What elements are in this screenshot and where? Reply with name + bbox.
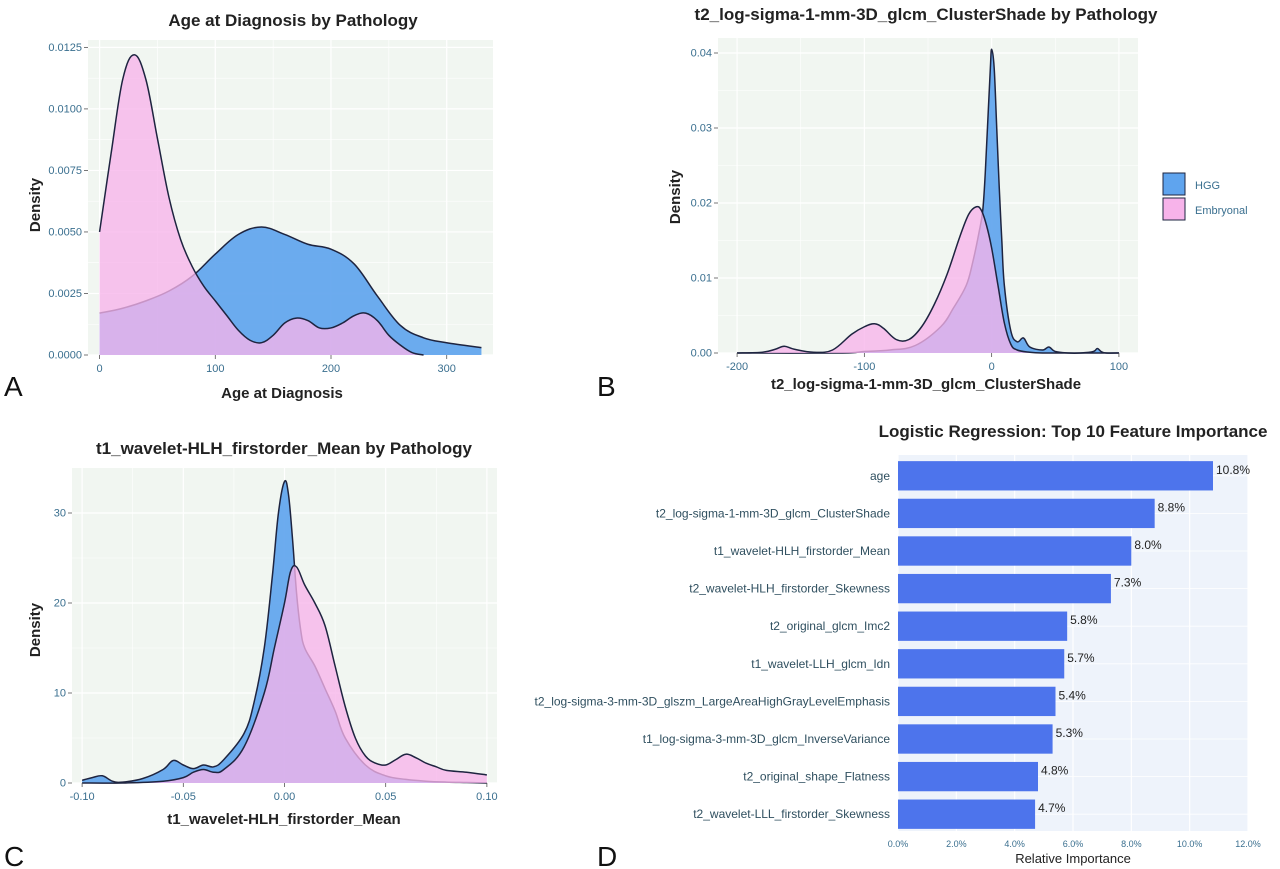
y-tick-label: 0.0025 bbox=[48, 288, 82, 300]
legend-label-hgg: HGG bbox=[1195, 180, 1220, 192]
category-label: t1_log-sigma-3-mm-3D_glcm_InverseVarianc… bbox=[643, 732, 891, 746]
category-label: t2_original_shape_Flatness bbox=[743, 770, 890, 784]
category-label: t2_original_glcm_Imc2 bbox=[770, 619, 890, 633]
x-tick-label: 10.0% bbox=[1177, 839, 1203, 849]
density-area-embryonal bbox=[82, 565, 487, 784]
density-line-embryonal bbox=[98, 54, 424, 356]
legend-swatch-embryonal bbox=[1162, 197, 1186, 221]
x-tick-label: -100 bbox=[853, 361, 875, 373]
bar bbox=[898, 799, 1036, 829]
x-tick-label: 8.0% bbox=[1121, 839, 1142, 849]
category-label: t2_wavelet-LLL_firstorder_Skewness bbox=[693, 807, 890, 821]
panel-letter-d: D bbox=[597, 841, 617, 869]
x-tick-label: 0 bbox=[989, 361, 995, 373]
y-tick-label: 0.01 bbox=[691, 273, 712, 285]
bar-value-label: 5.7% bbox=[1067, 651, 1095, 665]
x-tick-label: 200 bbox=[322, 363, 340, 375]
category-label: t1_wavelet-HLH_firstorder_Mean bbox=[714, 544, 890, 558]
category-label: t2_log-sigma-3-mm-3D_glszm_LargeAreaHigh… bbox=[535, 694, 890, 708]
bar-value-label: 4.8% bbox=[1041, 764, 1069, 778]
x-tick-label: 4.0% bbox=[1004, 839, 1025, 849]
bar-chart-feature-importance: Logistic Regression: Top 10 Feature Impo… bbox=[535, 422, 1268, 866]
y-tick-label: 20 bbox=[54, 598, 66, 610]
x-tick-label: -0.10 bbox=[70, 791, 95, 803]
legend-label-embryonal: Embryonal bbox=[1195, 205, 1248, 217]
x-axis-title: t1_wavelet-HLH_firstorder_Mean bbox=[167, 811, 400, 828]
x-tick-label: 6.0% bbox=[1063, 839, 1084, 849]
category-label: age bbox=[870, 469, 890, 483]
panel-letter-a: A bbox=[4, 371, 23, 402]
bar bbox=[898, 761, 1038, 792]
y-tick-label: 0.0100 bbox=[48, 103, 82, 115]
bar-value-label: 5.8% bbox=[1070, 613, 1098, 627]
category-label: t1_wavelet-LLH_glcm_Idn bbox=[751, 657, 890, 671]
bar-value-label: 5.3% bbox=[1056, 726, 1084, 740]
bar bbox=[898, 649, 1065, 679]
x-tick-label: 0.05 bbox=[375, 791, 396, 803]
chart-title: t2_log-sigma-1-mm-3D_glcm_ClusterShade b… bbox=[695, 5, 1158, 24]
bar bbox=[898, 573, 1111, 604]
y-tick-label: 0.0125 bbox=[48, 42, 82, 54]
panel-letter-b: B bbox=[597, 371, 616, 402]
x-tick-label: 0 bbox=[97, 363, 103, 375]
x-axis-title: t2_log-sigma-1-mm-3D_glcm_ClusterShade bbox=[771, 376, 1081, 393]
x-tick-label: 12.0% bbox=[1235, 839, 1261, 849]
x-tick-label: 2.0% bbox=[946, 839, 967, 849]
y-axis-title: Density bbox=[667, 169, 684, 224]
legend-swatch-hgg bbox=[1162, 172, 1186, 196]
x-tick-label: 0.0% bbox=[888, 839, 909, 849]
density-line-embryonal bbox=[82, 564, 487, 784]
category-label: t2_log-sigma-1-mm-3D_glcm_ClusterShade bbox=[656, 506, 890, 520]
bar-value-label: 7.3% bbox=[1114, 576, 1142, 590]
density-area-embryonal bbox=[737, 206, 1119, 354]
y-tick-label: 0.0000 bbox=[48, 350, 82, 362]
panel-letter-c: C bbox=[4, 841, 24, 869]
y-tick-label: 10 bbox=[54, 688, 66, 700]
bar-value-label: 5.4% bbox=[1059, 688, 1087, 702]
y-tick-label: 0.00 bbox=[691, 348, 712, 360]
bar bbox=[898, 461, 1213, 491]
bar bbox=[898, 536, 1132, 566]
y-tick-label: 0.0050 bbox=[48, 226, 82, 238]
chart-title: t1_wavelet-HLH_firstorder_Mean by Pathol… bbox=[96, 439, 473, 458]
density-chart-clustershade: t2_log-sigma-1-mm-3D_glcm_ClusterShade b… bbox=[667, 5, 1158, 393]
bar-value-label: 10.8% bbox=[1216, 463, 1250, 477]
chart-title: Age at Diagnosis by Pathology bbox=[168, 11, 418, 30]
x-tick-label: 100 bbox=[206, 363, 224, 375]
bar bbox=[898, 611, 1068, 641]
density-chart-wavelet-mean: t1_wavelet-HLH_firstorder_Mean by Pathol… bbox=[27, 439, 498, 828]
bar bbox=[898, 724, 1053, 754]
x-tick-label: 0.00 bbox=[274, 791, 295, 803]
y-axis-title: Density bbox=[27, 177, 44, 232]
bar bbox=[898, 498, 1155, 529]
x-tick-label: 300 bbox=[438, 363, 456, 375]
bar-value-label: 8.8% bbox=[1158, 500, 1186, 514]
y-tick-label: 30 bbox=[54, 508, 66, 520]
x-tick-label: 100 bbox=[1110, 361, 1128, 373]
density-chart-age: Age at Diagnosis by Pathology 0 100 200 300… bbox=[27, 11, 493, 402]
density-area-embryonal bbox=[99, 54, 424, 356]
bar-value-label: 8.0% bbox=[1134, 538, 1162, 552]
bar bbox=[898, 686, 1056, 717]
y-tick-label: 0.03 bbox=[691, 123, 712, 135]
x-axis-title: Age at Diagnosis bbox=[221, 385, 343, 402]
y-tick-label: 0.02 bbox=[691, 198, 712, 210]
density-line-embryonal bbox=[737, 205, 1119, 354]
y-axis-title: Density bbox=[27, 602, 44, 657]
chart-title: Logistic Regression: Top 10 Feature Impo… bbox=[879, 422, 1268, 441]
x-tick-label: 0.10 bbox=[476, 791, 497, 803]
y-tick-label: 0 bbox=[60, 778, 66, 790]
category-label: t2_wavelet-HLH_firstorder_Skewness bbox=[689, 582, 890, 596]
x-tick-label: -0.05 bbox=[171, 791, 196, 803]
legend: HGG Embryonal bbox=[1162, 172, 1248, 221]
x-tick-label: -200 bbox=[726, 361, 748, 373]
y-tick-label: 0.0075 bbox=[48, 165, 82, 177]
y-tick-label: 0.04 bbox=[691, 48, 712, 60]
x-axis-title: Relative Importance bbox=[1015, 851, 1131, 866]
bar-value-label: 4.7% bbox=[1038, 801, 1066, 815]
